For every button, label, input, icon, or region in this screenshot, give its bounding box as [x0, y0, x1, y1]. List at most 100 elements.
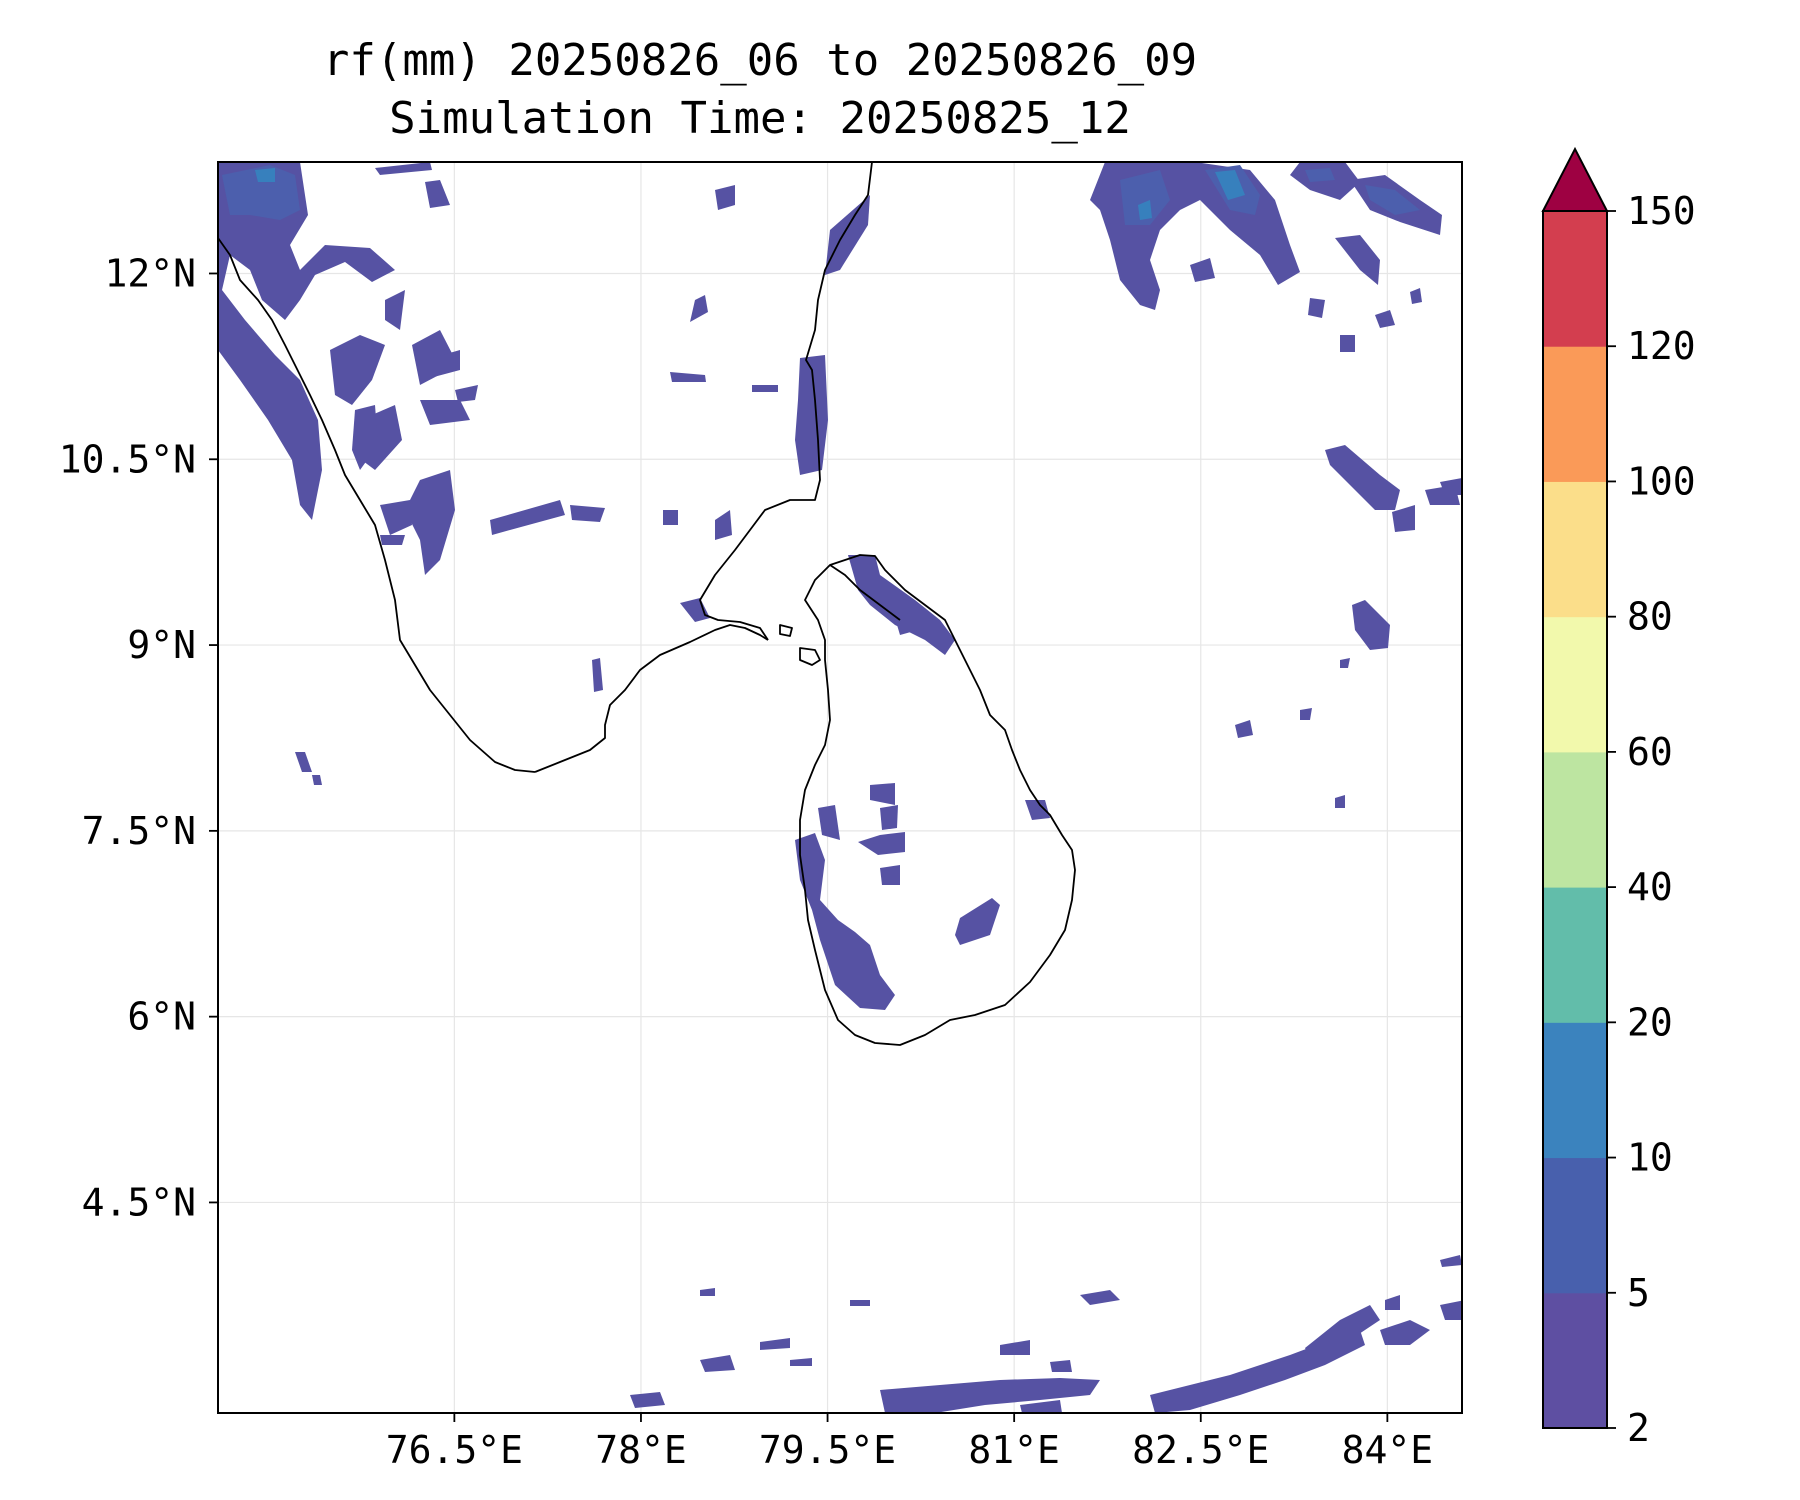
- colorbar-tick-label: 2: [1627, 1406, 1650, 1450]
- rain-patch-c7: [715, 510, 732, 540]
- rain-patch-south-13: [1440, 1255, 1462, 1267]
- rain-patch-south-10: [630, 1392, 665, 1408]
- rain-patch-nw-5: [222, 165, 300, 220]
- colorbar-segment: [1543, 616, 1607, 753]
- rain-patch-south-12: [850, 1300, 870, 1306]
- colorbar-segment: [1543, 751, 1607, 888]
- coastline-tn-east: [699, 162, 873, 641]
- rain-patch-sl-c2: [870, 783, 895, 805]
- lat-tick-label: 7.5°N: [82, 809, 196, 853]
- rain-patch-tn-coast-top: [825, 195, 870, 275]
- lon-tick-label: 76.5°E: [386, 1428, 523, 1472]
- rain-patch-sl-e2: [880, 805, 898, 830]
- rainfall-map-area: [218, 162, 1462, 1413]
- rainfall-patches-10-20mm: [255, 168, 1245, 220]
- rain-patch-sl-sw: [795, 833, 895, 1010]
- rain-patch-c6: [592, 658, 603, 692]
- rain-patch-tn-b: [570, 505, 605, 522]
- lon-tick-label: 81°E: [968, 1428, 1060, 1472]
- colorbar-tick-label: 10: [1627, 1136, 1673, 1180]
- rain-patch-tn-a: [490, 500, 565, 535]
- rain-patch-ne-r: [1410, 288, 1422, 304]
- rain-patch-south-9: [700, 1355, 735, 1372]
- coastline-island-1: [799, 647, 821, 666]
- map-title-line1: rf(mm) 20250826_06 to 20250826_09: [322, 35, 1198, 86]
- map-frame: [217, 161, 1463, 1414]
- colorbar-tick-label: 80: [1627, 595, 1673, 639]
- rain-patch-misc-1: [295, 752, 312, 772]
- coastline-india-south-east: [534, 624, 769, 773]
- rain-patch-south-17: [900, 1388, 932, 1398]
- rain-patch-ne-5d: [1305, 168, 1335, 182]
- lon-tick-label: 79.5°E: [759, 1428, 896, 1472]
- rain-patch-south-18: [1050, 1360, 1072, 1372]
- rain-patch-ne-m: [1235, 720, 1253, 738]
- map-gridlines: [218, 162, 1462, 1413]
- latitude-axis: 12°N 10.5°N 9°N 7.5°N 6°N 4.5°N: [59, 251, 218, 1224]
- rain-patch-ne-p: [1300, 708, 1312, 720]
- colorbar-segment: [1543, 887, 1607, 1023]
- rain-patch-south-5: [1440, 1300, 1462, 1320]
- colorbar-tick-label: 120: [1627, 324, 1696, 368]
- coastlines: [218, 162, 1076, 1046]
- rain-patch-tn-c: [380, 535, 405, 545]
- map-title-line2: Simulation Time: 20250825_12: [389, 93, 1131, 144]
- colorbar-tick-label: 60: [1627, 730, 1673, 774]
- colorbar-outline: [1542, 210, 1608, 1429]
- rain-patch-tn-e: [455, 385, 478, 402]
- rain-patch-sl-sw-a: [818, 805, 840, 840]
- colorbar-tick-label: 100: [1627, 459, 1696, 503]
- coastline-india-west: [218, 237, 536, 773]
- rain-patch-ne-f: [1340, 335, 1355, 352]
- rainfall-patches-2-5mm: [218, 162, 1462, 1413]
- rain-patch-ne-q: [1375, 310, 1395, 328]
- coastline-sri-lanka-jaffna: [829, 564, 901, 621]
- rain-patch-ne-b: [1290, 162, 1360, 200]
- coastline-island-2: [779, 624, 793, 637]
- rain-patch-sl-c: [955, 898, 1000, 945]
- rainfall-patches-5-10mm: [222, 165, 1420, 225]
- colorbar-segment: [1543, 481, 1607, 618]
- colorbar-segment: [1543, 1022, 1607, 1159]
- lat-tick-label: 10.5°N: [59, 437, 196, 481]
- rain-patch-south-8: [1000, 1340, 1030, 1355]
- rain-patch-ne-10a: [1215, 170, 1245, 200]
- rain-patch-ne-o: [1340, 658, 1350, 668]
- lon-tick-label: 78°E: [595, 1428, 687, 1472]
- rain-patch-sl-north: [848, 555, 955, 655]
- rain-patch-tn-d: [425, 350, 460, 378]
- rain-patch-south-1: [880, 1378, 1100, 1413]
- rain-patch-south-3: [1305, 1305, 1380, 1360]
- rain-patch-ne-5a: [1120, 170, 1170, 225]
- rain-patch-south-6: [1385, 1295, 1400, 1310]
- rain-patch-ne-n: [1335, 795, 1345, 808]
- colorbar-extend-arrow: [1541, 146, 1609, 212]
- rain-patch-ne-d: [1335, 235, 1380, 285]
- colorbar-tick-label: 5: [1627, 1271, 1650, 1315]
- rain-patch-south-15: [700, 1288, 715, 1296]
- rain-patch-c4: [752, 385, 778, 392]
- rain-patch-south-16: [790, 1358, 812, 1366]
- colorbar-segment: [1543, 346, 1607, 482]
- colorbar-segment: [1543, 1292, 1607, 1429]
- rain-patch-ne-10b: [1138, 200, 1152, 220]
- rain-patch-ne-k: [1440, 478, 1462, 495]
- rain-patch-sl-w2: [858, 832, 905, 855]
- rain-patch-ne-e: [1308, 298, 1325, 318]
- rain-patch-kerala-ghats: [330, 335, 385, 405]
- rain-patch-top-a: [375, 162, 432, 175]
- lon-tick-label: 82.5°E: [1132, 1428, 1269, 1472]
- rain-patch-sl-n2: [895, 612, 918, 635]
- rain-patch-south-11: [760, 1338, 790, 1350]
- colorbar-tick-label: 40: [1627, 865, 1673, 909]
- rain-patch-ghats-d: [380, 500, 412, 535]
- rain-patch-ne-i: [1392, 505, 1415, 532]
- coastline-sri-lanka: [799, 554, 1076, 1046]
- rain-patch-c3: [670, 372, 706, 382]
- rain-patch-ghats-c: [405, 470, 455, 575]
- lat-tick-label: 12°N: [104, 251, 196, 295]
- longitude-axis: 76.5°E 78°E 79.5°E 81°E 82.5°E 84°E: [386, 1413, 1433, 1472]
- rain-patch-ghats-h: [352, 405, 378, 470]
- rain-patch-c5: [680, 598, 710, 622]
- rain-patch-south-4: [1380, 1320, 1430, 1345]
